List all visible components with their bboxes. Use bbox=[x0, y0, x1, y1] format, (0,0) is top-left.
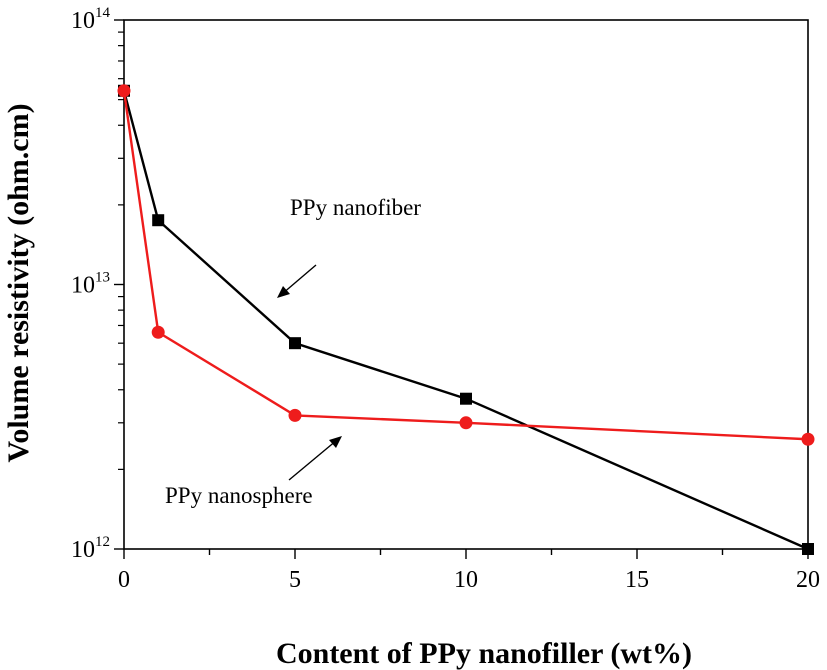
y-tick-label: 1012 bbox=[71, 534, 110, 563]
arrowhead-ppy-nanofiber bbox=[277, 286, 290, 298]
y-axis-title: Volume resistivity (ohm.cm) bbox=[2, 103, 35, 462]
data-point-ppy-nanofiber bbox=[802, 543, 814, 555]
data-point-ppy-nanosphere bbox=[801, 432, 815, 446]
x-tick-label: 20 bbox=[796, 567, 820, 593]
series-line-ppy-nanofiber bbox=[122, 90, 809, 551]
annotation-ppy-nanosphere: PPy nanosphere bbox=[165, 483, 313, 508]
plot-frame bbox=[123, 19, 809, 550]
arrow-ppy-nanofiber bbox=[281, 264, 317, 295]
y-tick-label: 1013 bbox=[71, 270, 110, 299]
x-axis-title: Content of PPy nanofiller (wt%) bbox=[276, 637, 692, 670]
x-tick-label: 5 bbox=[289, 567, 301, 593]
x-tick-label: 15 bbox=[625, 567, 649, 593]
arrowhead-ppy-nanosphere bbox=[329, 436, 342, 448]
series-line-ppy-nanosphere bbox=[122, 90, 809, 441]
data-point-ppy-nanosphere bbox=[117, 84, 131, 98]
data-point-ppy-nanofiber bbox=[152, 214, 165, 227]
data-point-ppy-nanosphere bbox=[151, 325, 165, 339]
x-tick-label: 0 bbox=[118, 567, 130, 593]
y-tick-label: 1014 bbox=[71, 5, 111, 34]
annotation-ppy-nanofiber: PPy nanofiber bbox=[290, 195, 421, 220]
series-layer bbox=[117, 84, 815, 555]
data-point-ppy-nanofiber bbox=[289, 337, 301, 350]
data-point-ppy-nanosphere bbox=[459, 416, 473, 430]
data-point-ppy-nanofiber bbox=[460, 392, 472, 405]
arrow-ppy-nanosphere bbox=[288, 439, 338, 481]
data-point-ppy-nanosphere bbox=[288, 408, 302, 422]
axes: 0 5 10 15 20 1012 1013 1014 bbox=[71, 5, 820, 593]
x-tick-label: 10 bbox=[454, 567, 478, 593]
